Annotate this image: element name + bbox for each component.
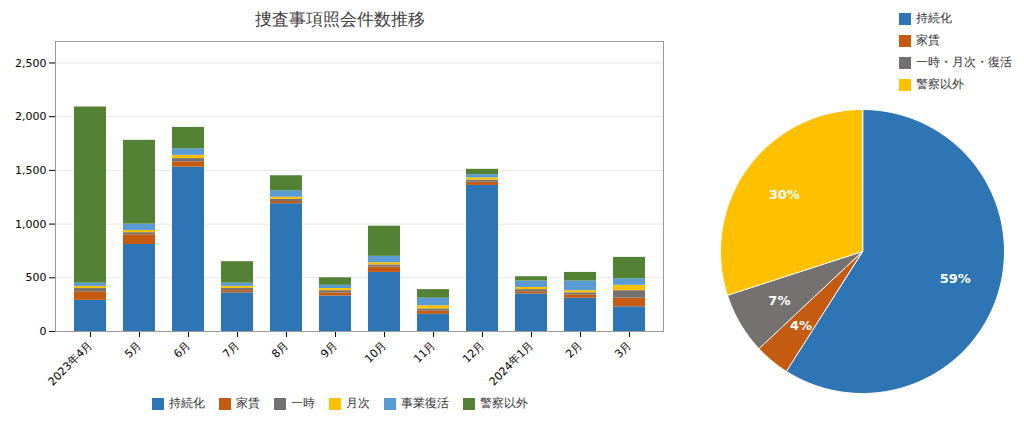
- html-text:家賃: 家賃: [236, 396, 260, 410]
- svg-text:7月: 7月: [220, 339, 242, 361]
- svg-text:3月: 3月: [612, 339, 634, 361]
- html-text:警察以外: 警察以外: [480, 396, 528, 410]
- svg-text:8月: 8月: [269, 339, 291, 361]
- html-text:事業復活: 事業復活: [401, 396, 449, 410]
- html-text:一時・月次・復活: 一時・月次・復活: [916, 55, 1012, 69]
- svg-text:11月: 11月: [411, 339, 438, 366]
- svg-text:5月: 5月: [122, 339, 144, 361]
- svg-text:30%: 30%: [769, 187, 800, 202]
- svg-text:2,000: 2,000: [15, 110, 47, 123]
- svg-text:500: 500: [26, 271, 47, 284]
- svg-text:0: 0: [40, 325, 47, 338]
- html-text:月次: 月次: [346, 396, 370, 410]
- svg-text:2月: 2月: [563, 339, 585, 361]
- svg-text:12月: 12月: [460, 339, 487, 366]
- html-text:一時: 一時: [291, 396, 315, 410]
- svg-text:1,000: 1,000: [15, 218, 47, 231]
- html-text:持続化: 持続化: [916, 11, 952, 25]
- svg-text:9月: 9月: [318, 339, 340, 361]
- svg-text:4%: 4%: [790, 318, 812, 333]
- svg-text:59%: 59%: [940, 271, 971, 286]
- html-text:警察以外: 警察以外: [916, 77, 964, 91]
- svg-text:6月: 6月: [171, 339, 193, 361]
- html-text:持続化: 持続化: [169, 396, 205, 410]
- svg-text:10月: 10月: [362, 339, 389, 366]
- svg-text:7%: 7%: [768, 293, 790, 308]
- svg-text:2,500: 2,500: [15, 57, 47, 70]
- svg-text:2023年4月: 2023年4月: [46, 339, 95, 388]
- svg-text:1,500: 1,500: [15, 164, 47, 177]
- html-text:捜査事項照会件数推移: 捜査事項照会件数推移: [255, 9, 425, 29]
- svg-text:2024年1月: 2024年1月: [487, 339, 536, 388]
- html-text:家賃: 家賃: [916, 33, 940, 47]
